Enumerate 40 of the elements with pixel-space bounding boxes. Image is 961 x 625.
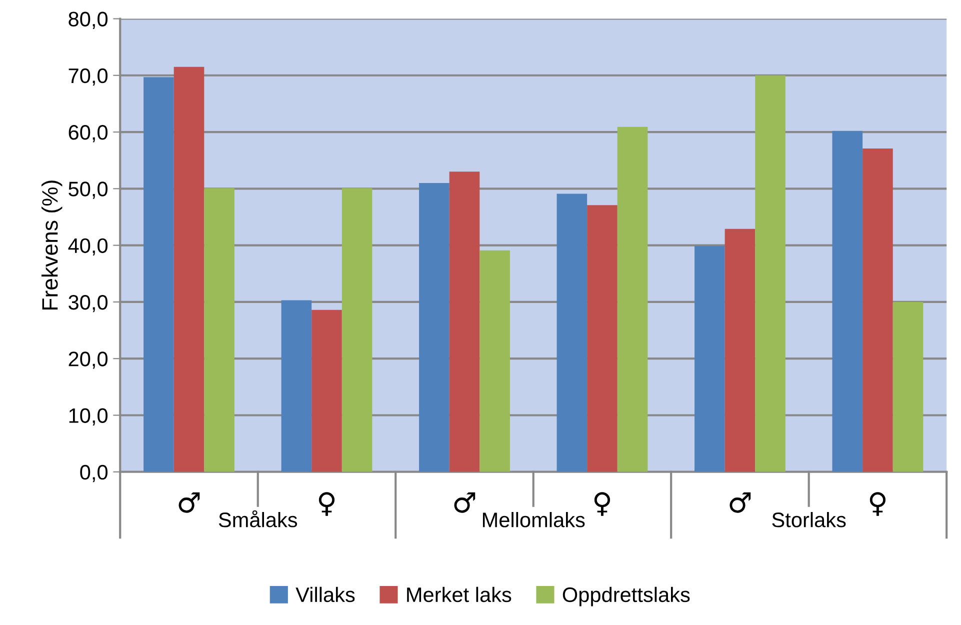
legend-label: Villaks xyxy=(296,586,355,602)
y-tick-label: 0,0 xyxy=(80,464,108,482)
bar xyxy=(342,188,372,472)
bar xyxy=(312,310,342,472)
bar xyxy=(832,130,863,472)
y-tick-label: 60,0 xyxy=(68,125,108,142)
bar xyxy=(174,66,204,472)
x-tick-label: ♀ xyxy=(318,492,335,516)
bar xyxy=(419,183,450,472)
bar xyxy=(862,148,893,472)
bar xyxy=(892,302,924,472)
y-tick-label: 50,0 xyxy=(68,182,108,199)
text: Mellomlaks xyxy=(482,512,585,528)
y-tick-label: 80,0 xyxy=(68,12,108,29)
bar xyxy=(556,194,588,472)
y-tick-label: 20,0 xyxy=(68,352,108,369)
bar xyxy=(449,172,480,472)
y-axis-title: Frekvens (%) xyxy=(42,180,62,310)
y-tick-label: 30,0 xyxy=(68,294,108,312)
bar xyxy=(617,126,648,472)
bar xyxy=(281,300,312,472)
y-tick-label: 70,0 xyxy=(68,68,108,86)
bar xyxy=(144,77,174,472)
x-tick-label: ♂ xyxy=(730,492,751,513)
bar xyxy=(204,188,234,472)
y-tick-label: 40,0 xyxy=(68,238,108,256)
text: Smålaks xyxy=(218,510,298,528)
legend-label: Oppdrettslaks xyxy=(562,586,690,606)
x-tick-label: ♂ xyxy=(178,492,200,513)
x-tick-label: ♂ xyxy=(454,492,476,513)
bar xyxy=(587,205,618,472)
text: Storlaks xyxy=(772,512,846,528)
x-tick-label: ♀ xyxy=(870,492,886,516)
x-tick-label: ♀ xyxy=(594,492,610,516)
bar xyxy=(694,246,725,472)
bar xyxy=(755,75,786,472)
bar xyxy=(724,228,756,472)
bar xyxy=(480,250,510,472)
y-tick-label: 10,0 xyxy=(69,408,108,426)
legend-label: Merket laks xyxy=(407,586,512,602)
